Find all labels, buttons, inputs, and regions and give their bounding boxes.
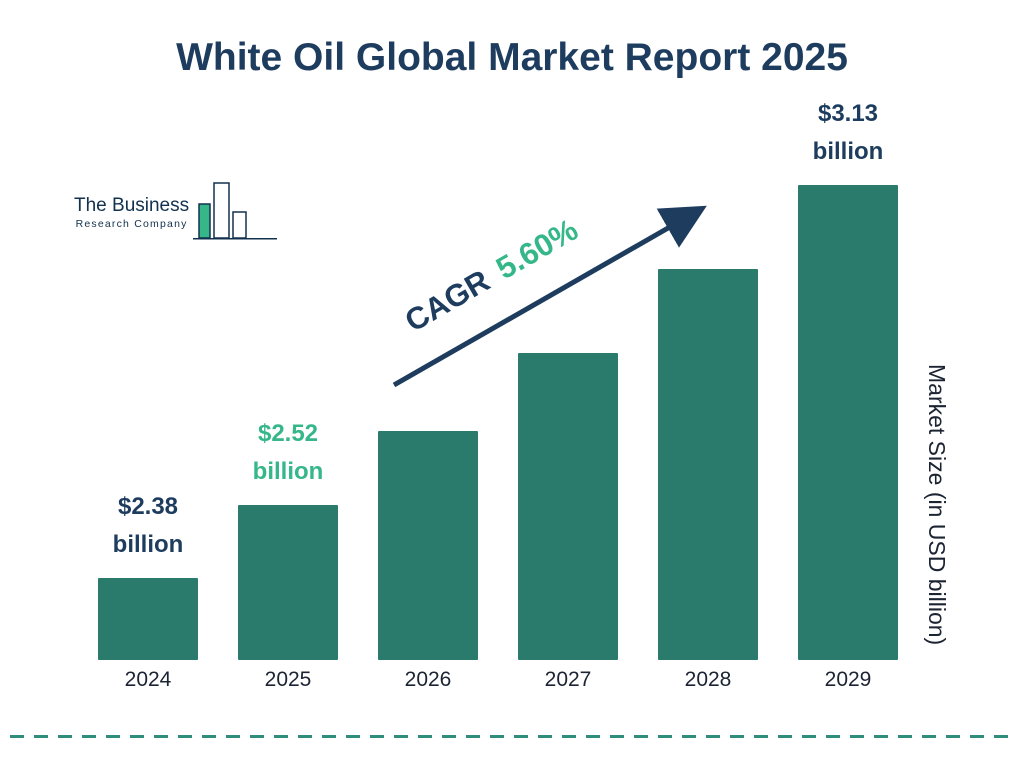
y-axis-label: Market Size (in USD billion) — [924, 364, 950, 646]
logo: The Business Research Company — [74, 180, 279, 244]
bottom-dashed-divider — [10, 735, 1014, 738]
bar-value-line: billion — [812, 138, 884, 165]
bar-value-label-2029: $3.13 billion — [768, 95, 928, 171]
bar-value-line: billion — [112, 531, 184, 558]
bar-2027 — [518, 353, 618, 660]
bar-2028 — [658, 269, 758, 660]
x-tick-label-2028: 2028 — [684, 668, 732, 691]
bar-value-line: $3.13 — [817, 100, 879, 127]
x-tick-label-2026: 2026 — [404, 668, 452, 691]
bar-value-label-2025: $2.52 billion — [208, 415, 368, 491]
logo-line2: Research Company — [75, 218, 188, 230]
x-tick-label-2024: 2024 — [124, 668, 172, 691]
bar-2025 — [238, 505, 338, 660]
logo-bars-icon — [193, 180, 279, 244]
bar-value-line: $2.38 — [117, 493, 179, 520]
bar-2024 — [98, 578, 198, 660]
bar-value-line: $2.52 — [257, 420, 319, 447]
bar-value-label-2024: $2.38 billion — [68, 488, 228, 564]
x-tick-label-2025: 2025 — [264, 668, 312, 691]
logo-text: The Business Research Company — [74, 195, 189, 244]
logo-line1: The Business — [74, 195, 190, 216]
x-tick-label-2027: 2027 — [544, 668, 592, 691]
bar-2029 — [798, 185, 898, 660]
bar-2026 — [378, 431, 478, 660]
x-tick-label-2029: 2029 — [824, 668, 872, 691]
page-title: White Oil Global Market Report 2025 — [176, 36, 848, 79]
bar-value-line: billion — [252, 458, 324, 485]
